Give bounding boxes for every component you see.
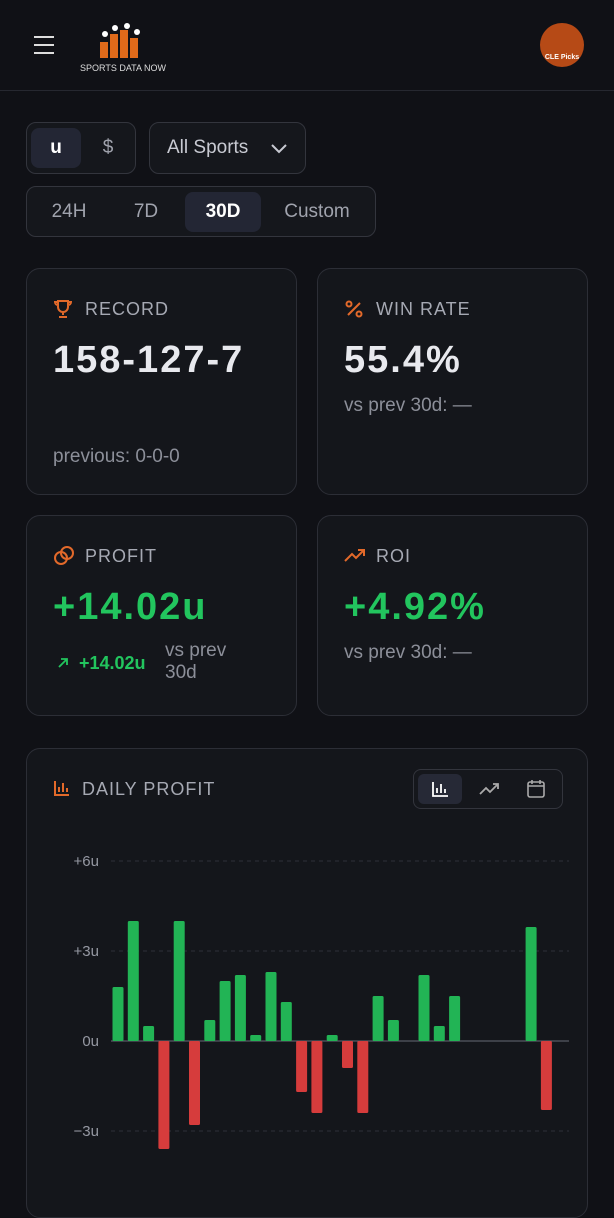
view-option[interactable] [467,774,511,804]
bar [326,1035,338,1041]
bar [173,921,185,1041]
stat-card: PROFIT +14.02u +14.02u vs prev 30d [26,515,297,716]
bar [127,921,139,1041]
bar [143,1026,155,1041]
bar-chart: +6u +3u 0u −3u [74,853,569,1149]
card-label: WIN RATE [376,299,471,319]
bar [449,996,461,1041]
bar [433,1026,445,1041]
range-option[interactable]: 7D [133,201,159,222]
trophy-icon [53,300,73,318]
logo [100,23,140,58]
brand: SPORTS DATA NOW [80,63,167,73]
view-option[interactable] [514,774,558,804]
bar [357,1041,369,1113]
range-option[interactable]: 30D [185,192,261,232]
header: SPORTS DATA NOW CLE Picks [0,0,614,91]
bar [372,996,384,1041]
card-label: RECORD [85,299,170,319]
bar [265,972,277,1041]
view-option[interactable] [418,774,462,804]
card-sub: vs prev 30d [165,640,227,683]
bar [311,1041,323,1113]
unit-option[interactable]: $ [102,137,114,158]
bar [296,1041,308,1092]
range-option[interactable]: 24H [51,201,87,222]
card-sub: vs prev 30d: — [344,395,472,416]
bar [158,1041,170,1149]
card-label: PROFIT [85,546,157,566]
bar [204,1020,216,1041]
card-value: +14.02u [53,586,208,628]
unit-toggle: u $ [26,122,136,174]
bar [342,1041,353,1068]
bar [250,1035,262,1041]
bar [189,1041,200,1125]
up-arrow [58,658,68,668]
range-option[interactable]: Custom [284,201,350,222]
bar [540,1041,552,1110]
chart-icon [54,781,69,796]
sport-label: All Sports [167,137,249,158]
y-tick-label: 0u [82,1033,99,1050]
y-tick-label: +3u [74,943,99,960]
avatar[interactable]: CLE Picks [540,23,584,67]
bar [525,927,537,1041]
card-sub: vs prev 30d: — [344,642,472,663]
range-toggle: 24H 7D 30D Custom [26,186,376,237]
coins-icon [54,546,74,565]
y-tick-label: +6u [74,853,99,870]
bar [280,1002,292,1041]
stat-card: WIN RATE 55.4% vs prev 30d: — [317,268,588,495]
trend-icon [344,549,365,562]
bar [387,1020,399,1041]
chart-card: DAILY PROFIT +6u +3u 0u −3u [26,748,588,1218]
bar [418,975,430,1041]
card-sub: previous: 0-0-0 [53,446,180,467]
percent-icon [345,300,363,318]
bar [112,987,124,1041]
card-change: +14.02u [79,653,146,673]
stat-card: RECORD 158-127-7 previous: 0-0-0 [26,268,297,495]
card-value: +4.92% [344,586,486,628]
card-value: 158-127-7 [53,339,245,381]
chart-title: DAILY PROFIT [82,779,216,799]
card-value: 55.4% [344,339,462,381]
stat-card: ROI +4.92% vs prev 30d: — [317,515,588,716]
y-tick-label: −3u [74,1123,99,1140]
chevron [271,144,287,154]
unit-option[interactable]: u [31,128,81,168]
card-label: ROI [376,546,412,566]
bar [219,981,231,1041]
sport-select[interactable]: All Sports [149,122,306,174]
menu-icon[interactable] [34,36,56,54]
bar [234,975,246,1041]
view-toggle [413,769,563,809]
